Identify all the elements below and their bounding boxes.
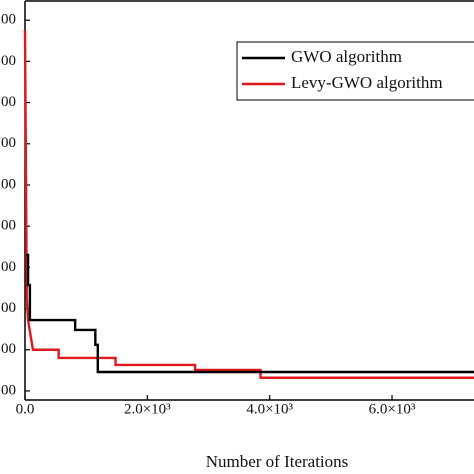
series-line [23,30,474,379]
y-tick-label: 00 [1,300,16,316]
legend-label: Levy-GWO algorithm [291,73,443,92]
x-tick-label: 6.0×10³ [369,401,416,417]
y-tick-label: 00 [1,135,16,151]
y-tick-label: 00 [1,341,16,357]
series-line [26,253,474,374]
y-tick-label: 00 [1,218,16,234]
x-axis-label: Number of Iterations [206,452,349,471]
x-tick-label: 4.0×10³ [246,401,293,417]
x-tick-label: 2.0×10³ [124,401,171,417]
y-tick-label: 00 [1,12,16,28]
y-tick-label: 00 [1,259,16,275]
y-tick-label: 00 [1,94,16,110]
y-tick-label: 00 [1,53,16,69]
legend-box [236,41,474,101]
x-tick-label: 0.0 [16,401,35,417]
y-tick-label: 00 [1,176,16,192]
legend-label: GWO algorithm [291,47,402,66]
y-tick-label: 00 [1,382,16,398]
